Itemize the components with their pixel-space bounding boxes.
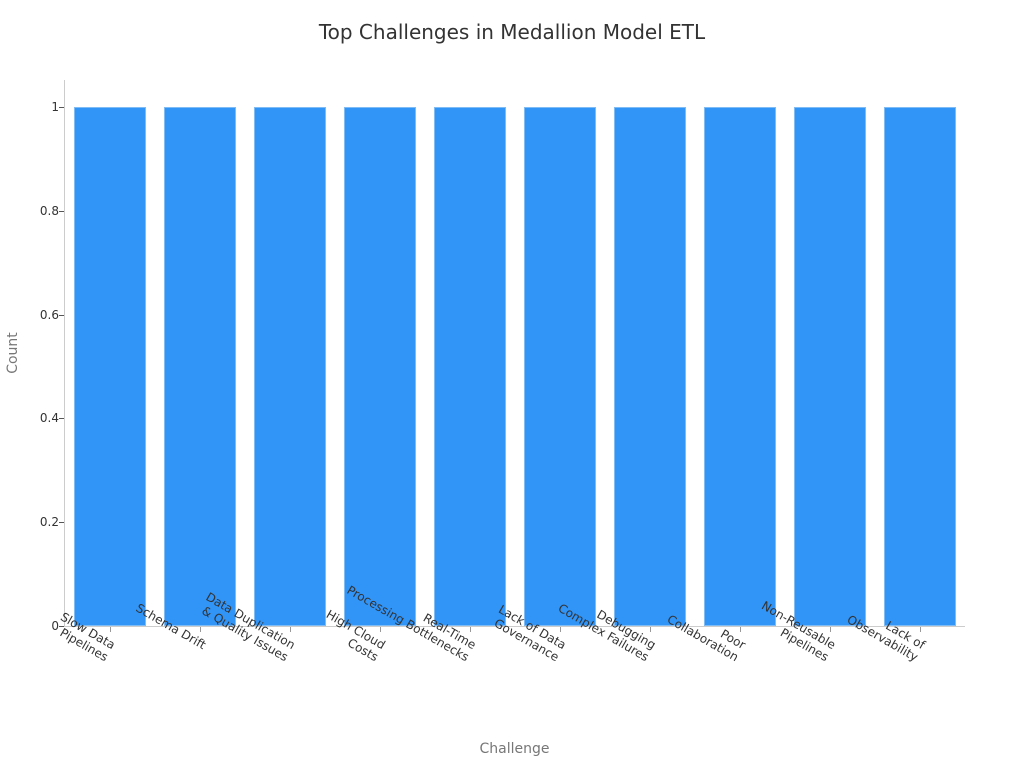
x-tick-mark (740, 627, 741, 632)
y-tick-label: 0.6 (39, 308, 59, 322)
x-tick-mark (290, 627, 291, 632)
x-tick-mark (110, 627, 111, 632)
x-axis-line (64, 626, 965, 627)
x-tick-mark (920, 627, 921, 632)
y-tick-label: 0.8 (39, 204, 59, 218)
x-tick-mark (830, 627, 831, 632)
bar[interactable] (434, 107, 506, 626)
y-tick-mark (59, 522, 64, 523)
bar[interactable] (614, 107, 686, 626)
x-tick-mark (560, 627, 561, 632)
y-tick-label: 0.2 (39, 515, 59, 529)
bar[interactable] (884, 107, 956, 626)
y-tick-mark (59, 315, 64, 316)
x-tick-mark (650, 627, 651, 632)
bar[interactable] (524, 107, 596, 626)
x-tick-mark (470, 627, 471, 632)
y-tick-mark (59, 107, 64, 108)
bar[interactable] (794, 107, 866, 626)
chart-title: Top Challenges in Medallion Model ETL (318, 20, 706, 44)
bar[interactable] (344, 107, 416, 626)
y-tick-label: 0.4 (39, 411, 59, 425)
bar[interactable] (704, 107, 776, 626)
y-tick-label: 0 (51, 619, 59, 633)
y-tick-mark (59, 418, 64, 419)
y-tick-label: 1 (51, 100, 59, 114)
y-axis-line (64, 80, 65, 626)
y-axis-title: Count (5, 332, 21, 374)
y-tick-mark (59, 211, 64, 212)
x-axis-title: Challenge (479, 741, 550, 757)
bar[interactable] (254, 107, 326, 626)
bar[interactable] (164, 107, 236, 626)
x-tick-mark (200, 627, 201, 632)
x-tick-mark (380, 627, 381, 632)
bar[interactable] (74, 107, 146, 626)
y-tick-mark (59, 626, 64, 627)
